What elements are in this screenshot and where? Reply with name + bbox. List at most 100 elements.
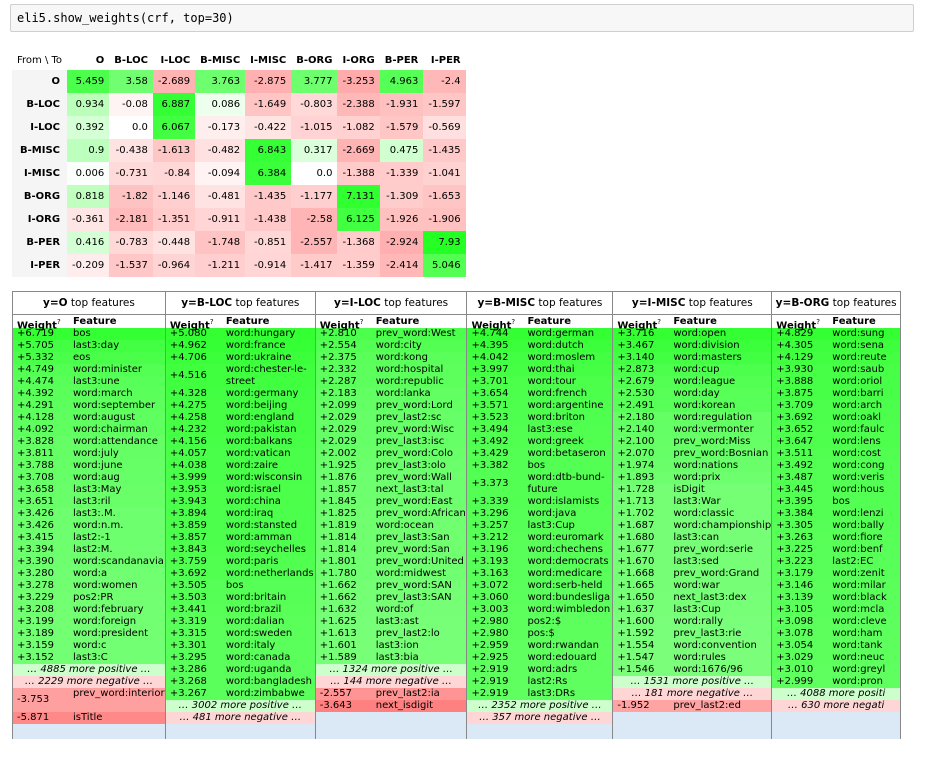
- feature-name: word:tour: [527, 376, 576, 387]
- feature-weight: +3.716: [617, 328, 655, 339]
- feature-row: +3.060 word:bundesliga: [467, 592, 613, 604]
- feature-weight: +1.665: [617, 580, 655, 591]
- feature-weight: +4.128: [17, 412, 55, 423]
- feature-row: +3.654 word:french: [467, 388, 613, 400]
- feature-name: word:league: [673, 376, 736, 387]
- feature-row: +3.511 word:cost: [772, 448, 900, 460]
- feature-weight: +3.505: [169, 580, 207, 591]
- feature-name: word:veris: [832, 472, 885, 483]
- feature-table-b-loc: y=B-LOC top features Weight? Feature +5.080…: [164, 291, 316, 739]
- feature-name: word:greyl: [832, 664, 886, 675]
- feature-weight: +4.156: [169, 436, 207, 447]
- feature-row: +3.054 word:tank: [772, 640, 900, 652]
- feature-row: +4.395 word:dutch: [467, 340, 613, 352]
- feature-weight: +3.658: [17, 484, 55, 495]
- feature-weight: +3.395: [776, 496, 814, 507]
- feature-weight: +3.426: [17, 508, 55, 519]
- feature-name: word:pakistan: [225, 424, 297, 435]
- feature-name: word:ham: [832, 628, 883, 639]
- feature-weight: +4.057: [169, 448, 207, 459]
- feature-name: prev_word:Wall: [375, 472, 452, 483]
- feature-row: +3.487 word:veris: [772, 472, 900, 484]
- feature-row: +2.100 prev_word:Miss: [613, 436, 772, 448]
- feature-weight: +1.625: [319, 616, 357, 627]
- feature-row: +1.670 last3:sed: [613, 556, 772, 568]
- feature-weight: +3.492: [776, 460, 814, 471]
- feature-row: +3.373 word:dtb-bund-future: [467, 472, 613, 496]
- feature-weight: +4.232: [169, 424, 207, 435]
- feature-weight: +4.092: [17, 424, 55, 435]
- empty-filler: [165, 724, 315, 739]
- feature-row: +3.505 bos: [165, 580, 315, 592]
- feature-name: word:dalian: [225, 616, 285, 627]
- feature-row: +4.057 word:vatican: [165, 448, 315, 460]
- feature-weight: +3.257: [471, 520, 509, 531]
- transition-cell: -2.669: [337, 139, 380, 162]
- feature-row: +3.140 word:masters: [613, 352, 772, 364]
- transition-cell: -0.094: [195, 162, 246, 185]
- feature-header: Feature: [527, 316, 572, 327]
- row-header-b-org: B-ORG: [12, 185, 68, 208]
- corner-label: From \ To: [17, 54, 63, 66]
- transition-cell: -3.253: [337, 70, 380, 93]
- transition-cell: -2.414: [379, 254, 424, 277]
- feature-row: +1.925 prev_last3:olo: [315, 460, 467, 472]
- feature-row: +3.301 word:italy: [165, 640, 315, 652]
- feature-name: word:1676/96: [673, 664, 743, 675]
- target-header: y=I-MISC top features: [613, 292, 772, 315]
- code-cell[interactable]: eli5.show_weights(crf, top=30): [10, 4, 914, 32]
- feature-tables-area[interactable]: y=O top features Weight? Feature +6.719 bos +…: [12, 291, 901, 739]
- feature-name: word:vatican: [225, 448, 291, 459]
- feature-name: word:german: [527, 328, 595, 339]
- help-icon[interactable]: ?: [816, 318, 820, 326]
- feature-name: next_last3:tal: [375, 484, 444, 495]
- feature-name: word:bundesliga: [527, 592, 611, 603]
- feature-row: +3.875 word:barri: [772, 388, 900, 400]
- feature-weight: +3.441: [169, 604, 207, 615]
- weight-header: Weight?: [13, 315, 71, 331]
- feature-row: +3.953 word:israel: [165, 484, 315, 496]
- feature-row: +3.788 word:june: [13, 460, 165, 472]
- feature-weight: +3.494: [471, 424, 509, 435]
- empty-filler: [467, 724, 613, 739]
- feature-weight: +4.744: [471, 328, 509, 339]
- feature-name: word:paris: [225, 556, 279, 567]
- feature-weight: +3.196: [471, 544, 509, 555]
- help-icon[interactable]: ?: [359, 318, 364, 326]
- feature-weight: +3.429: [471, 448, 509, 459]
- feature-weight: +3.997: [471, 364, 509, 375]
- target-header: y=O top features: [13, 292, 165, 315]
- feature-row: +3.494 last3:ese: [467, 424, 613, 436]
- feature-row: +1.600 word:rally: [613, 616, 772, 628]
- feature-name: word:neuc: [832, 652, 885, 663]
- feature-weight: +2.375: [319, 352, 357, 363]
- feature-row: +2.980 pos2:$: [467, 616, 613, 628]
- help-icon[interactable]: ?: [657, 318, 662, 326]
- feature-weight: +3.319: [169, 616, 207, 627]
- feature-weight: +3.487: [776, 472, 814, 483]
- feature-weight: +1.632: [319, 604, 357, 615]
- feature-weight: +1.601: [319, 640, 357, 651]
- target-suffix: top features: [232, 297, 300, 309]
- feature-row: +2.679 word:league: [613, 376, 772, 388]
- feature-name: word:scandanavia: [73, 556, 164, 567]
- help-icon[interactable]: ?: [511, 318, 516, 326]
- transition-cell: -1.388: [337, 162, 380, 185]
- feature-name: next_isdigit: [375, 700, 434, 711]
- help-icon[interactable]: ?: [209, 318, 214, 326]
- feature-name: word:canada: [225, 652, 291, 663]
- transition-cell: -0.209: [67, 254, 110, 277]
- feature-name: word:mcla: [832, 604, 885, 615]
- feature-name: last3:C: [73, 652, 108, 663]
- transition-cell: -0.448: [152, 231, 196, 254]
- feature-name: word:lens: [832, 436, 881, 447]
- feature-name: eos: [73, 352, 91, 363]
- feature-weight: +3.054: [776, 640, 814, 651]
- feature-weight: -3.643: [319, 700, 352, 711]
- feature-row: +4.516 word:chester-le-street: [165, 364, 315, 388]
- feature-row: +1.677 prev_word:serie: [613, 544, 772, 556]
- feature-row: +3.229 pos2:PR: [13, 592, 165, 604]
- target-header: y=B-MISC top features: [467, 292, 613, 315]
- help-icon[interactable]: ?: [56, 318, 61, 326]
- feature-row: +3.523 word:briton: [467, 412, 613, 424]
